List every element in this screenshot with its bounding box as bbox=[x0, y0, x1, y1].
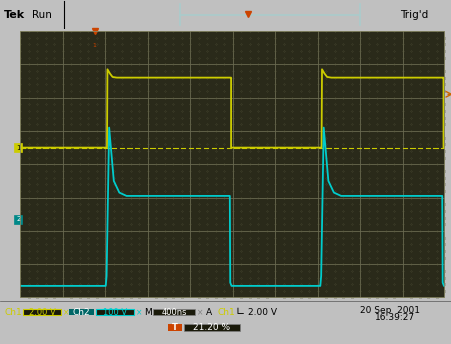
Text: Run: Run bbox=[32, 10, 52, 20]
Text: 100 V: 100 V bbox=[103, 308, 127, 317]
Text: 20 Sep  2001: 20 Sep 2001 bbox=[359, 306, 419, 315]
Bar bbox=[168, 324, 182, 331]
Text: 1: 1 bbox=[92, 43, 97, 47]
Text: 21.20 %: 21.20 % bbox=[193, 323, 230, 332]
Text: T: T bbox=[172, 323, 178, 332]
Bar bbox=[23, 309, 61, 315]
Text: A: A bbox=[206, 308, 212, 317]
Text: 2.00 V: 2.00 V bbox=[28, 308, 55, 317]
Text: 400ns: 400ns bbox=[161, 308, 186, 317]
Text: Trig'd: Trig'd bbox=[399, 10, 427, 20]
Text: ×: × bbox=[197, 308, 203, 317]
Text: Ch1: Ch1 bbox=[5, 308, 23, 317]
Text: 16:39:27: 16:39:27 bbox=[374, 313, 414, 322]
Bar bbox=[184, 324, 239, 331]
Text: ∟: ∟ bbox=[235, 308, 245, 318]
Bar bbox=[152, 309, 194, 315]
Text: 1: 1 bbox=[16, 144, 20, 151]
Text: ×: × bbox=[63, 308, 69, 317]
Bar bbox=[96, 309, 133, 315]
Text: Ch1: Ch1 bbox=[217, 308, 235, 317]
Text: M: M bbox=[144, 308, 152, 317]
Text: Tek: Tek bbox=[4, 10, 25, 20]
Text: 2.00 V: 2.00 V bbox=[248, 308, 276, 317]
Bar bbox=[69, 309, 94, 315]
Text: 2: 2 bbox=[16, 216, 20, 222]
Text: ×: × bbox=[136, 308, 142, 317]
Text: Ch2: Ch2 bbox=[72, 308, 90, 317]
